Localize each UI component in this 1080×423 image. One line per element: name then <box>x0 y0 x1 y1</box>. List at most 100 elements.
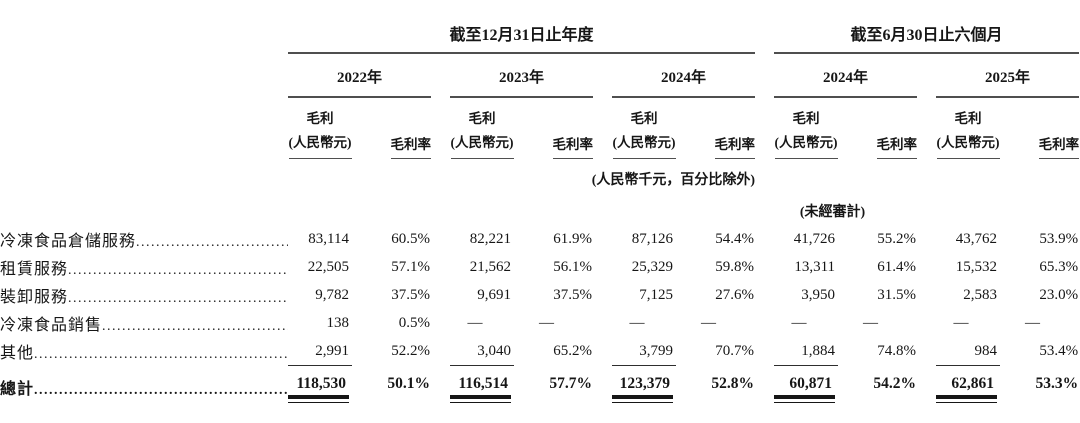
gross-profit-value: 43,762 <box>955 230 998 247</box>
gross-profit-value: 1,884 <box>774 337 839 367</box>
dot-leader <box>68 291 288 307</box>
total-gross-profit-value: 60,871 <box>774 366 838 404</box>
dot-leader <box>34 383 288 399</box>
gross-margin-value: — <box>539 314 554 331</box>
table-row: 冷凍食品倉儲服務 83,114 60.5% 82,221 61.9% 87,12… <box>0 225 1079 253</box>
gross-margin-value: — <box>1025 314 1041 331</box>
gross-profit-value: 9,691 <box>477 286 511 303</box>
year-label-2025-interim: 2025年 <box>936 53 1080 98</box>
gross-profit-value: 22,505 <box>307 258 349 275</box>
gross-margin-value: — <box>863 314 879 331</box>
sub-header-row: 毛利 (人民幣元) 毛利率 毛利 (人民幣元) 毛利率 毛利 (人民幣元) 毛利… <box>0 97 1080 160</box>
period-group-annual: 截至12月31日止年度 <box>288 8 756 54</box>
total-gross-profit-value: 118,530 <box>288 366 352 404</box>
gross-profit-value: 3,040 <box>450 337 514 367</box>
period-group-row: 截至12月31日止年度 截至6月30日止六個月 <box>0 8 1080 54</box>
gross-profit-value: — <box>629 314 645 331</box>
table-row: 其他 2,991 52.2% 3,040 65.2% 3,799 70.7% 1… <box>0 337 1079 367</box>
total-gross-profit-value: 116,514 <box>450 366 514 404</box>
total-gross-margin-value: 52.8% <box>711 374 755 392</box>
total-row: 總計 118,530 50.1% 116,514 57.7% 123,379 5… <box>0 366 1079 404</box>
gross-margin-header: 毛利率 <box>676 97 756 160</box>
row-label: 裝卸服務 <box>0 281 288 309</box>
gross-profit-value: 82,221 <box>469 230 511 247</box>
gross-profit-value: 3,950 <box>801 286 836 303</box>
gross-margin-value: 65.2% <box>553 342 592 359</box>
gross-profit-value: 7,125 <box>639 286 673 303</box>
gross-margin-value: 56.1% <box>553 258 592 275</box>
period-group-interim: 截至6月30日止六個月 <box>774 8 1080 54</box>
year-label-2022: 2022年 <box>288 53 431 98</box>
gross-margin-value: 23.0% <box>1039 286 1079 303</box>
gross-margin-value: 54.4% <box>715 230 755 247</box>
year-label-2024: 2024年 <box>612 53 756 98</box>
gross-margin-value: 61.9% <box>553 230 592 247</box>
gross-profit-value: 83,114 <box>308 230 349 247</box>
gross-profit-header: 毛利 (人民幣元) <box>450 97 514 160</box>
table-row: 租賃服務 22,505 57.1% 21,562 56.1% 25,329 59… <box>0 253 1079 281</box>
total-gross-margin-value: 54.2% <box>873 374 917 392</box>
gross-margin-value: 70.7% <box>715 342 755 359</box>
gross-profit-table-page: 截至12月31日止年度 截至6月30日止六個月 2022年 2023年 2024… <box>0 8 1080 423</box>
unaudited-note: (未經審計) <box>799 205 866 221</box>
gross-margin-value: 53.9% <box>1039 230 1079 247</box>
gross-profit-value: 87,126 <box>631 230 673 247</box>
gross-profit-value: 138 <box>326 314 350 331</box>
gross-profit-value: 13,311 <box>794 258 836 275</box>
total-gross-profit-value: 123,379 <box>612 366 676 404</box>
gross-margin-value: 57.1% <box>391 258 430 275</box>
gross-profit-value: — <box>953 314 969 331</box>
gross-margin-value: 74.8% <box>877 342 917 359</box>
gross-profit-header: 毛利 (人民幣元) <box>936 97 1000 160</box>
gross-margin-value: 60.5% <box>391 230 430 247</box>
gross-profit-value: 21,562 <box>469 258 511 275</box>
gross-profit-value: 3,799 <box>612 337 676 367</box>
gross-margin-value: 59.8% <box>715 258 755 275</box>
gross-margin-header: 毛利率 <box>352 97 431 160</box>
gross-profit-value: 9,782 <box>315 286 349 303</box>
gross-profit-value: — <box>791 314 807 331</box>
gross-profit-value: 984 <box>936 337 1001 367</box>
gross-margin-value: 53.4% <box>1039 342 1079 359</box>
gross-profit-header: 毛利 (人民幣元) <box>774 97 838 160</box>
gross-margin-header: 毛利率 <box>514 97 593 160</box>
gross-margin-value: 65.3% <box>1039 258 1079 275</box>
dot-leader <box>34 347 288 363</box>
row-label: 冷凍食品倉儲服務 <box>0 225 288 253</box>
year-label-2024-interim: 2024年 <box>774 53 918 98</box>
gross-margin-value: 27.6% <box>715 286 755 303</box>
gross-profit-value: 2,583 <box>963 286 998 303</box>
gross-margin-value: 37.5% <box>553 286 592 303</box>
gross-margin-value: — <box>701 314 716 331</box>
row-label: 其他 <box>0 337 288 366</box>
total-gross-profit-value: 62,861 <box>936 366 1000 404</box>
gross-profit-value: 15,532 <box>955 258 998 275</box>
gross-profit-value: 2,991 <box>288 337 352 367</box>
gross-margin-value: 0.5% <box>398 314 430 331</box>
row-label: 租賃服務 <box>0 253 288 281</box>
gross-profit-breakdown-table: 截至12月31日止年度 截至6月30日止六個月 2022年 2023年 2024… <box>0 8 1080 404</box>
table-row: 冷凍食品銷售 138 0.5% — — — — — — — — <box>0 309 1079 337</box>
gross-margin-value: 61.4% <box>877 258 917 275</box>
unit-note-row: (人民幣千元，百分比除外) <box>0 159 1079 193</box>
gross-profit-header: 毛利 (人民幣元) <box>612 97 676 160</box>
dot-leader <box>136 235 288 251</box>
dot-leader <box>102 319 288 335</box>
unaudited-note-row: (未經審計) <box>0 193 1079 225</box>
gross-margin-header: 毛利率 <box>1000 97 1080 160</box>
row-label: 冷凍食品銷售 <box>0 309 288 337</box>
total-gross-margin-value: 57.7% <box>549 374 592 392</box>
unit-note: (人民幣千元，百分比除外) <box>591 173 756 189</box>
year-header-row: 2022年 2023年 2024年 2024年 2025年 <box>0 53 1080 98</box>
gross-margin-header: 毛利率 <box>838 97 918 160</box>
gross-profit-header: 毛利 (人民幣元) <box>288 97 352 160</box>
gross-margin-value: 37.5% <box>391 286 430 303</box>
gross-margin-value: 31.5% <box>877 286 917 303</box>
gross-profit-value: — <box>467 314 483 331</box>
total-gross-margin-value: 50.1% <box>387 374 430 392</box>
gross-margin-value: 55.2% <box>877 230 917 247</box>
gross-margin-value: 52.2% <box>391 342 430 359</box>
gross-profit-value: 41,726 <box>793 230 836 247</box>
dot-leader <box>68 263 288 279</box>
total-gross-margin-value: 53.3% <box>1035 374 1079 392</box>
